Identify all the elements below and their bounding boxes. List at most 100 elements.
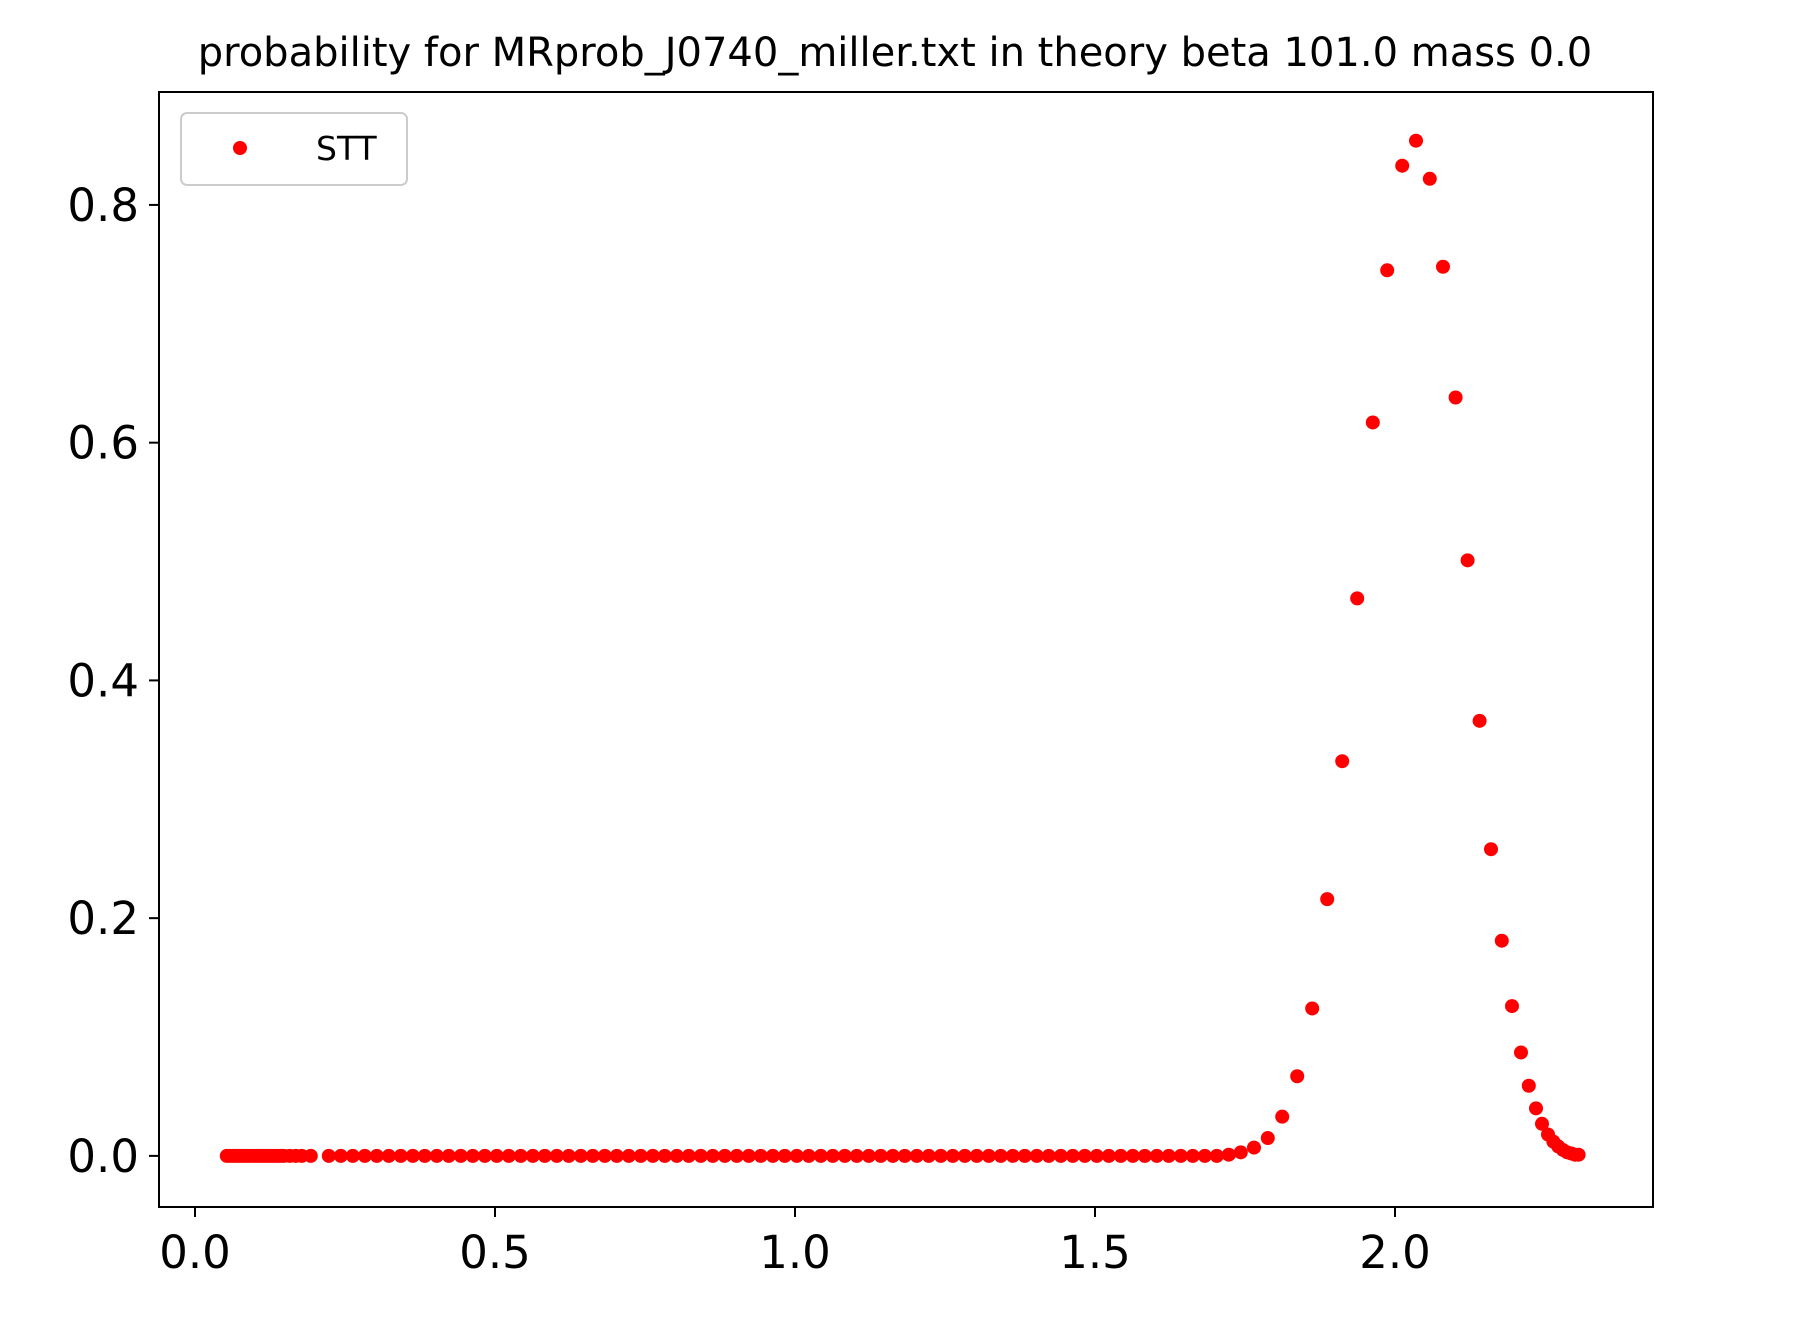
legend: STT (180, 112, 408, 186)
data-point (1305, 1001, 1320, 1016)
data-point (1529, 1101, 1543, 1116)
data-point (669, 1148, 684, 1163)
data-point (417, 1148, 432, 1163)
series-stt-points (219, 133, 1586, 1163)
data-point (321, 1148, 336, 1163)
data-point (777, 1148, 792, 1163)
legend-label-stt: STT (316, 129, 378, 168)
data-point (465, 1148, 480, 1163)
data-point (969, 1148, 984, 1163)
data-point (429, 1148, 444, 1163)
y-tick-label: 0.2 (67, 892, 139, 945)
data-point (909, 1148, 924, 1163)
data-point (957, 1148, 972, 1163)
data-point (525, 1148, 540, 1163)
x-tick-label: 0.5 (459, 1226, 531, 1279)
data-point (1029, 1148, 1044, 1163)
data-point (1005, 1148, 1020, 1163)
plot-area-frame (158, 91, 1654, 1208)
data-point (1137, 1148, 1152, 1163)
data-point (705, 1148, 720, 1163)
data-point (621, 1148, 636, 1163)
data-point (1350, 591, 1365, 606)
data-point (1365, 415, 1380, 430)
data-point (945, 1148, 960, 1163)
data-point (609, 1148, 624, 1163)
data-point (993, 1148, 1008, 1163)
data-point (1521, 1078, 1536, 1093)
data-point (393, 1148, 408, 1163)
data-point (645, 1148, 660, 1163)
data-point (477, 1148, 492, 1163)
data-point (1290, 1069, 1305, 1084)
data-point (1089, 1148, 1104, 1163)
data-point (369, 1148, 384, 1163)
data-point (1395, 158, 1410, 173)
data-point (585, 1148, 600, 1163)
data-point (657, 1148, 672, 1163)
x-tick-label: 1.0 (759, 1226, 831, 1279)
data-point (789, 1148, 804, 1163)
data-point (333, 1148, 348, 1163)
y-tick-label: 0.0 (67, 1130, 139, 1183)
data-point (1149, 1148, 1164, 1163)
data-point (549, 1148, 564, 1163)
data-point (345, 1148, 360, 1163)
x-tick-label: 1.5 (1059, 1226, 1131, 1279)
data-point (501, 1148, 516, 1163)
data-point (1173, 1148, 1188, 1163)
data-point (1275, 1109, 1290, 1124)
data-point (1041, 1148, 1056, 1163)
data-point (873, 1148, 888, 1163)
data-point (849, 1148, 864, 1163)
data-point (453, 1148, 468, 1163)
data-point (1065, 1148, 1080, 1163)
data-point (681, 1148, 696, 1163)
data-point (1053, 1148, 1068, 1163)
y-tick-label: 0.8 (67, 179, 139, 232)
legend-marker-stt (233, 141, 247, 155)
data-point (1460, 553, 1475, 568)
data-point (1436, 259, 1450, 274)
x-tick-label: 0.0 (159, 1226, 231, 1279)
data-point (1320, 892, 1335, 907)
data-point (921, 1148, 936, 1163)
data-point (1209, 1148, 1224, 1163)
legend-box (180, 112, 408, 186)
data-point (357, 1148, 372, 1163)
data-point (1380, 263, 1395, 278)
data-point (861, 1148, 876, 1163)
data-point (1233, 1145, 1248, 1160)
data-point (633, 1148, 648, 1163)
y-tick-label: 0.6 (67, 417, 139, 470)
data-point (1409, 133, 1423, 148)
data-point (825, 1148, 840, 1163)
data-point (1161, 1148, 1176, 1163)
data-point (1448, 390, 1463, 405)
data-point (1260, 1131, 1275, 1146)
data-point (1247, 1140, 1261, 1155)
data-point (1017, 1148, 1032, 1163)
data-point (537, 1148, 552, 1163)
data-point (741, 1148, 756, 1163)
data-point (1197, 1148, 1212, 1163)
data-point (717, 1148, 732, 1163)
data-point (513, 1148, 528, 1163)
data-point (573, 1148, 588, 1163)
data-point (885, 1148, 900, 1163)
data-point (1101, 1148, 1116, 1163)
data-point (1505, 999, 1519, 1014)
data-point (1571, 1147, 1586, 1162)
data-point (933, 1148, 948, 1163)
data-point (981, 1148, 996, 1163)
data-point (765, 1148, 780, 1163)
data-point (801, 1148, 816, 1163)
data-point (837, 1148, 852, 1163)
data-point (381, 1148, 396, 1163)
data-point (1494, 933, 1509, 948)
data-point (1077, 1148, 1092, 1163)
data-point (1422, 171, 1437, 186)
data-point (1125, 1148, 1140, 1163)
